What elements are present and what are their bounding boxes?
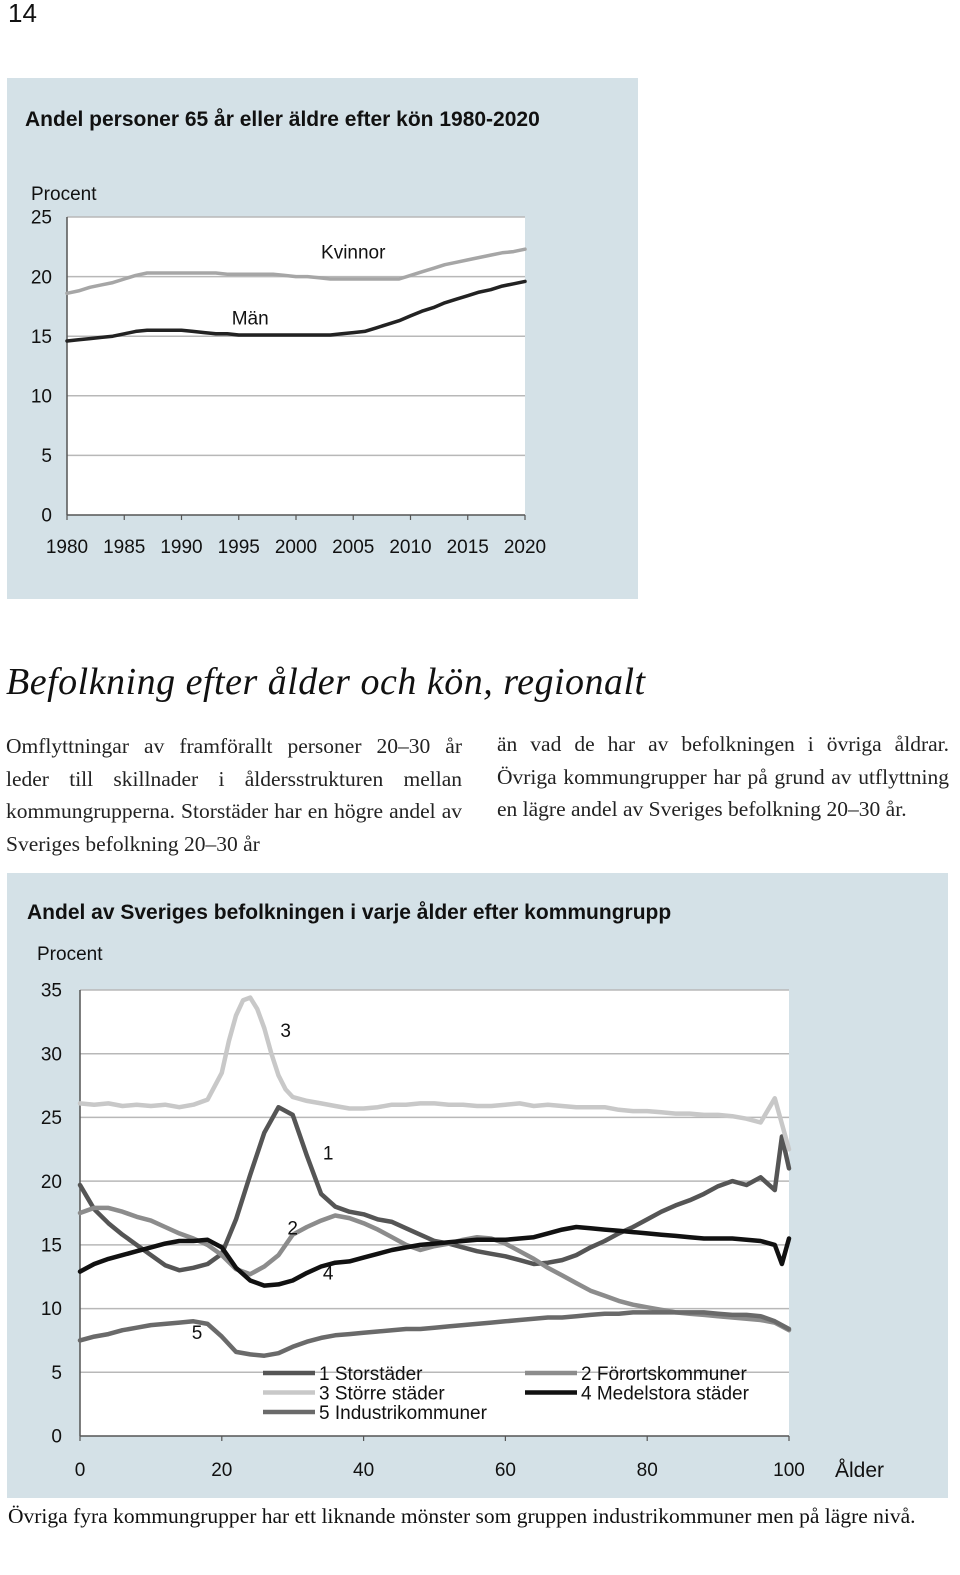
body-text-left: Omflyttningar av framförallt personer 20… xyxy=(6,734,462,856)
chart-elderly-share: Andel personer 65 år eller äldre efter k… xyxy=(25,108,546,558)
x-tick-label-1995: 1995 xyxy=(218,537,260,558)
legend-label-2-f-rortskommuner: 2 Förortskommuner xyxy=(581,1364,747,1385)
annotation-kvinnor: Kvinnor xyxy=(321,243,386,264)
x-tick-label-100: 100 xyxy=(773,1460,805,1481)
chart-title: Andel personer 65 år eller äldre efter k… xyxy=(25,108,540,131)
footer-caption: Övriga fyra kommungrupper har ett liknan… xyxy=(8,1504,916,1528)
chart-panel-elderly: Andel personer 65 år eller äldre efter k… xyxy=(7,78,638,599)
page-number: 14 xyxy=(8,0,37,28)
x-tick-label-2020: 2020 xyxy=(504,537,546,558)
section-title: Befolkning efter ålder och kön, regional… xyxy=(6,661,646,703)
y-tick-label-10: 10 xyxy=(31,386,52,407)
y-tick-label-5: 5 xyxy=(41,446,52,467)
annotation-2: 2 xyxy=(287,1219,298,1240)
plot-area xyxy=(67,217,525,515)
y-tick-label-15: 15 xyxy=(41,1236,62,1257)
y-axis-label: Procent xyxy=(31,184,97,205)
chart-title: Andel av Sveriges befolkningen i varje å… xyxy=(27,901,671,924)
y-tick-label-5: 5 xyxy=(51,1363,62,1384)
legend-label-1-storst-der: 1 Storstäder xyxy=(319,1364,423,1385)
annotation-5: 5 xyxy=(192,1323,203,1344)
annotation-m-n: Män xyxy=(232,308,269,329)
x-tick-label-80: 80 xyxy=(637,1460,658,1481)
x-axis-label: Ålder xyxy=(835,1459,884,1482)
y-axis-label: Procent xyxy=(37,944,103,965)
y-tick-label-20: 20 xyxy=(31,267,52,288)
series-line-kvinnor xyxy=(65,247,527,296)
plot-area xyxy=(80,990,789,1436)
series-line-5-industrikommuner xyxy=(77,1310,792,1358)
x-tick-label-2015: 2015 xyxy=(447,537,489,558)
series-line-4-medelstora-st-der xyxy=(77,1224,792,1288)
annotation-3: 3 xyxy=(280,1021,291,1042)
x-tick-label-2010: 2010 xyxy=(389,537,431,558)
y-tick-label-0: 0 xyxy=(41,506,52,527)
x-tick-label-2000: 2000 xyxy=(275,537,317,558)
legend-label-3-st-rre-st-der: 3 Större städer xyxy=(319,1384,445,1405)
x-tick-label-40: 40 xyxy=(353,1460,374,1481)
chart-panel-municipality: Andel av Sveriges befolkningen i varje å… xyxy=(7,873,948,1498)
annotation-4: 4 xyxy=(323,1263,334,1284)
x-tick-label-2005: 2005 xyxy=(332,537,374,558)
y-tick-label-0: 0 xyxy=(51,1427,62,1448)
x-tick-label-0: 0 xyxy=(75,1460,86,1481)
series-line-m-n xyxy=(65,279,527,343)
x-tick-label-1980: 1980 xyxy=(46,537,88,558)
y-tick-label-25: 25 xyxy=(41,1108,62,1129)
series-line-3-st-rre-st-der xyxy=(77,995,792,1152)
legend-label-4-medelstora-st-der: 4 Medelstora städer xyxy=(581,1384,750,1405)
y-tick-label-15: 15 xyxy=(31,327,52,348)
x-tick-label-1990: 1990 xyxy=(160,537,202,558)
body-text-right: än vad de har av befolkningen i övriga å… xyxy=(497,732,949,821)
y-tick-label-10: 10 xyxy=(41,1299,62,1320)
legend-label-5-industrikommuner: 5 Industrikommuner xyxy=(319,1403,488,1424)
y-tick-label-20: 20 xyxy=(41,1172,62,1193)
y-tick-label-30: 30 xyxy=(41,1044,62,1065)
x-tick-label-1985: 1985 xyxy=(103,537,145,558)
y-tick-label-25: 25 xyxy=(31,208,52,229)
annotation-1: 1 xyxy=(323,1143,334,1164)
y-tick-label-35: 35 xyxy=(41,981,62,1002)
x-tick-label-20: 20 xyxy=(211,1460,232,1481)
chart-municipality-share: Andel av Sveriges befolkningen i varje å… xyxy=(27,901,884,1482)
x-tick-label-60: 60 xyxy=(495,1460,516,1481)
